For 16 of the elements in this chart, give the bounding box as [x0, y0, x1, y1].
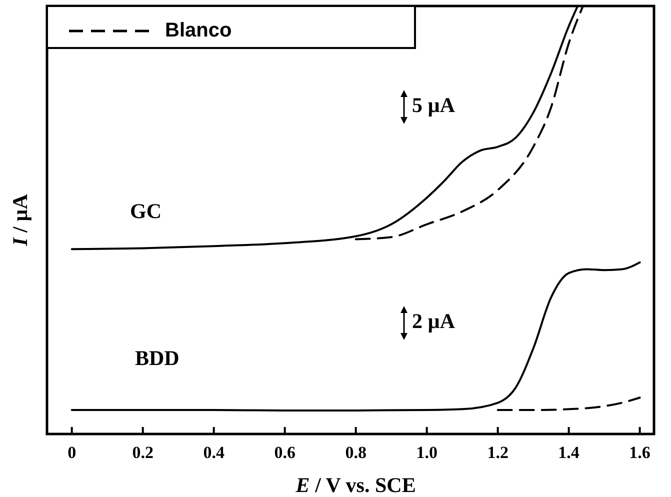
annotation: 2 µA	[412, 308, 456, 333]
x-tick-label: 1.4	[558, 443, 580, 462]
x-tick-label: 0.2	[132, 443, 154, 462]
annotation: BDD	[135, 346, 180, 370]
x-tick-label: 0.6	[274, 443, 296, 462]
y-axis-title: I / µA	[8, 193, 32, 247]
x-axis-title: E / V vs. SCE	[294, 473, 416, 497]
x-tick-label: 1.2	[487, 443, 508, 462]
x-tick-label: 0	[68, 443, 76, 462]
annotation: 5 µA	[412, 92, 456, 117]
annotation: GC	[130, 198, 162, 223]
x-tick-label: 0.4	[203, 443, 225, 462]
x-tick-label: 1.6	[629, 443, 650, 462]
x-tick-label: 0.8	[345, 443, 366, 462]
x-tick-label: 1.0	[416, 443, 438, 462]
legend-label: Blanco	[165, 19, 232, 42]
